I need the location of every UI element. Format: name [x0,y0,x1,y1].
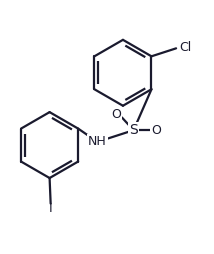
Text: S: S [129,123,138,137]
Text: NH: NH [88,135,107,148]
Text: I: I [49,202,52,215]
Text: O: O [112,108,122,121]
Text: Cl: Cl [179,41,192,54]
Text: O: O [151,124,161,137]
